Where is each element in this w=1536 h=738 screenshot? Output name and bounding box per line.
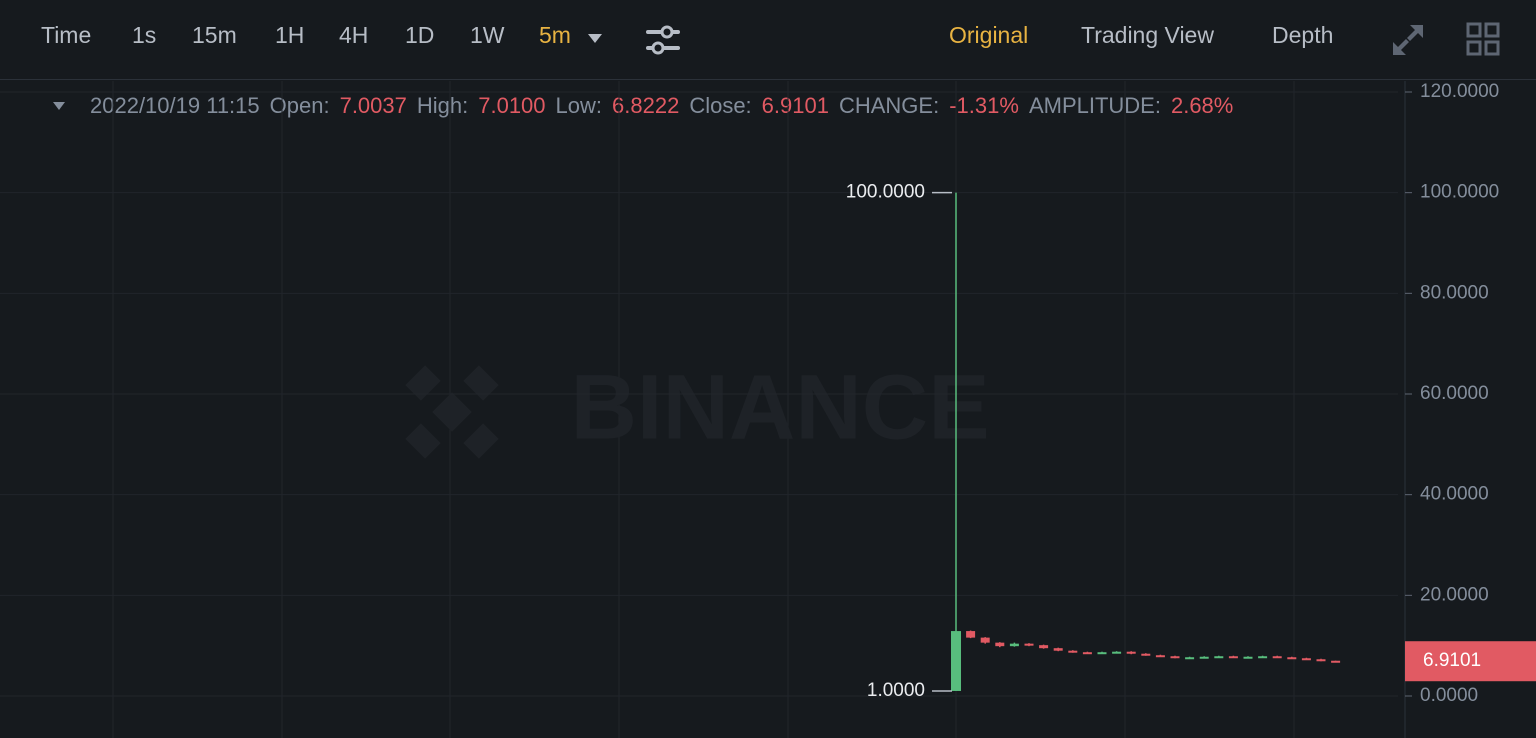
max-annotation: 100.0000 <box>846 182 925 203</box>
candle-body <box>1301 658 1311 661</box>
legend-value: -1.31% <box>949 93 1019 118</box>
last-price-label: 6.9101 <box>1423 650 1481 671</box>
candle-body <box>1258 656 1268 659</box>
collapse-arrow[interactable] <box>52 101 66 111</box>
view-tab[interactable]: Trading View <box>1081 22 1214 48</box>
y-tick-label: 0.0000 <box>1420 685 1478 706</box>
candle-body <box>1155 655 1165 658</box>
watermark-text: BINANCE <box>570 356 989 458</box>
candle-body <box>1126 651 1136 654</box>
layout-icon[interactable] <box>1466 22 1502 58</box>
last-price-tag <box>1405 641 1536 682</box>
interval-button[interactable]: 1H <box>275 22 305 48</box>
legend-value: 7.0100 <box>478 93 546 118</box>
legend-label: Low: <box>555 93 603 118</box>
y-tick-label: 120.0000 <box>1420 81 1499 102</box>
candle-body <box>1228 656 1238 659</box>
candle-body <box>1214 656 1224 659</box>
candle-body <box>1199 656 1209 659</box>
interval-button[interactable]: 1s <box>132 22 157 48</box>
toolbar: Time 1s 15m 1H 4H 1D 1W 5m Original Trading View D… <box>0 0 1536 80</box>
y-tick-label: 80.0000 <box>1420 282 1489 303</box>
interval-dropdown[interactable]: 5m <box>539 22 571 48</box>
y-tick-label: 60.0000 <box>1420 383 1489 404</box>
y-tick-label: 100.0000 <box>1420 182 1499 203</box>
fullscreen-icon[interactable] <box>1390 22 1426 58</box>
legend-value: 2.68% <box>1170 93 1234 118</box>
candle-body <box>1082 652 1092 655</box>
interval-button[interactable]: 1D <box>405 22 435 48</box>
legend-value: 7.0037 <box>339 93 407 118</box>
dropdown-arrow[interactable] <box>586 33 606 45</box>
candle-body <box>1068 650 1078 653</box>
candle-body <box>1287 657 1297 660</box>
settings-icon[interactable] <box>645 22 681 58</box>
candle-body <box>1170 656 1180 659</box>
candle-body <box>1316 659 1326 662</box>
interval-button[interactable]: 1W <box>470 22 505 48</box>
view-tab[interactable]: Original <box>949 22 1029 48</box>
candle-body <box>1112 651 1122 654</box>
ohlc-legend: 2022/10/19 11:15 Open: 7.0037 High: 7.0100 L… <box>52 93 1233 119</box>
candle-body <box>1009 643 1019 647</box>
legend-label: CHANGE: <box>838 93 940 118</box>
watermark <box>405 365 499 459</box>
candle-body <box>1039 645 1049 649</box>
interval-button[interactable]: Time <box>41 22 92 48</box>
candle-body <box>1272 656 1282 659</box>
view-tab[interactable]: Depth <box>1272 22 1334 48</box>
candle-body <box>1331 660 1341 663</box>
legend-label: Close: <box>689 93 752 118</box>
candle-body <box>1141 653 1151 656</box>
legend-date: 2022/10/19 11:15 <box>90 93 260 118</box>
legend-value: 6.8222 <box>612 93 680 118</box>
candle-body <box>1053 648 1063 651</box>
legend-value: 6.9101 <box>761 93 829 118</box>
y-tick-label: 20.0000 <box>1420 584 1489 605</box>
legend-label: AMPLITUDE: <box>1028 93 1161 118</box>
interval-button[interactable]: 4H <box>339 22 369 48</box>
candle-body <box>951 631 961 691</box>
candle-body <box>1185 657 1195 660</box>
min-annotation: 1.0000 <box>867 680 925 701</box>
interval-button[interactable]: 15m <box>192 22 237 48</box>
candle-body <box>995 642 1005 647</box>
legend-label: High: <box>416 93 469 118</box>
y-tick-label: 40.0000 <box>1420 484 1489 505</box>
candle-body <box>1097 652 1107 655</box>
legend-label: Open: <box>269 93 330 118</box>
candle-body <box>1243 656 1253 659</box>
candle-body <box>980 637 990 643</box>
candle-body <box>966 631 976 638</box>
candle-body <box>1024 643 1034 646</box>
